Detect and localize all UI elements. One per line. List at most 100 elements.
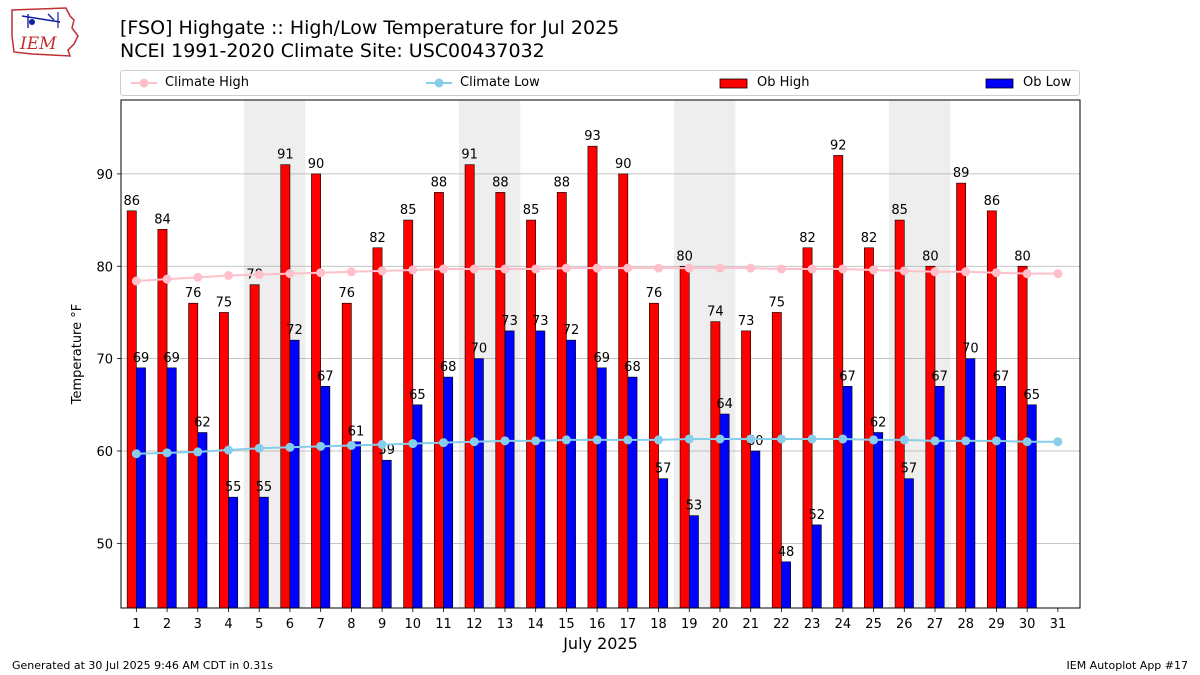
- ob-low-bar: [965, 358, 976, 609]
- ob-low-bar: [627, 376, 638, 609]
- ob-low-label: 69: [593, 351, 610, 366]
- ob-high-bar: [710, 321, 721, 609]
- climate-high-point: [162, 274, 172, 284]
- ob-low-label: 57: [655, 462, 672, 477]
- x-tick-label: 30: [1019, 617, 1036, 632]
- ob-low-bar: [903, 478, 914, 609]
- ob-high-bar: [464, 164, 475, 609]
- ob-high-bar: [679, 265, 690, 609]
- climate-low-point: [991, 436, 1001, 446]
- ob-low-bar: [719, 413, 730, 609]
- weekend-shade: [458, 100, 490, 608]
- climate-low-point: [623, 435, 633, 445]
- ob-high-label: 80: [1014, 249, 1031, 264]
- ob-high-bar: [833, 155, 844, 609]
- ob-high-bar: [311, 173, 321, 609]
- climate-high-point: [439, 264, 449, 274]
- x-tick-label: 24: [835, 617, 852, 632]
- climate-high-point: [623, 263, 633, 273]
- climate-high-point: [254, 270, 264, 280]
- ob-high-label: 85: [400, 203, 417, 218]
- climate-low-point: [162, 448, 172, 458]
- y-tick-label: 80: [96, 260, 113, 275]
- ob-high-bar: [495, 192, 506, 609]
- x-tick-label: 2: [163, 617, 171, 632]
- ob-low-bar: [504, 330, 515, 609]
- ob-low-bar: [289, 339, 300, 609]
- ob-high-label: 73: [738, 314, 755, 329]
- climate-low-point: [377, 440, 387, 450]
- ob-high-label: 74: [707, 305, 724, 320]
- climate-high-point: [899, 266, 909, 276]
- ob-low-swatch-icon: [985, 78, 1014, 89]
- climate-high-point: [316, 268, 326, 278]
- climate-low-point: [439, 438, 449, 448]
- x-tick-label: 18: [650, 617, 667, 632]
- climate-low-point: [285, 442, 295, 452]
- x-tick-label: 17: [620, 617, 637, 632]
- y-axis-label: Temperature °F: [70, 304, 85, 405]
- chart-title: [FSO] Highgate :: High/Low Temperature f…: [120, 17, 620, 39]
- ob-low-bar: [228, 496, 239, 609]
- x-tick-label: 20: [712, 617, 729, 632]
- chart-subtitle: NCEI 1991-2020 Climate Site: USC00437032: [120, 40, 545, 62]
- x-tick-label: 11: [435, 617, 452, 632]
- ob-low-label: 72: [563, 323, 580, 338]
- climate-high-point: [838, 264, 848, 274]
- ob-low-label: 72: [286, 323, 303, 338]
- climate-high-point: [930, 267, 940, 277]
- climate-high-point: [285, 269, 295, 279]
- ob-low-label: 69: [163, 351, 180, 366]
- ob-high-bar: [526, 219, 536, 609]
- ob-low-bar: [351, 441, 361, 609]
- x-tick-label: 7: [317, 617, 325, 632]
- climate-high-point: [776, 264, 786, 274]
- climate-high-point: [377, 266, 387, 276]
- x-tick-label: 5: [255, 617, 263, 632]
- climate-high-point: [131, 276, 141, 286]
- ob-low-label: 70: [962, 342, 979, 357]
- ob-low-label: 61: [348, 425, 365, 440]
- climate-low-point: [193, 447, 203, 457]
- climate-high-point: [346, 267, 356, 277]
- climate-high-point: [500, 264, 510, 274]
- climate-low-point: [408, 439, 418, 449]
- ob-low-label: 62: [194, 416, 211, 431]
- x-tick-label: 27: [927, 617, 944, 632]
- ob-low-bar: [566, 339, 576, 609]
- ob-high-bar: [649, 302, 659, 609]
- ob-low-label: 55: [256, 480, 273, 495]
- ob-low-bar: [136, 367, 146, 609]
- ob-low-bar: [688, 515, 699, 609]
- x-tick-label: 16: [589, 617, 606, 632]
- climate-low-swatch-icon: [426, 78, 452, 88]
- climate-high-point: [592, 263, 602, 273]
- ob-low-bar: [1026, 404, 1037, 609]
- climate-low-point: [746, 434, 756, 444]
- ob-high-label: 90: [615, 157, 632, 172]
- ob-high-label: 92: [830, 138, 847, 153]
- weekend-shade: [919, 100, 951, 608]
- x-tick-label: 19: [681, 617, 698, 632]
- ob-high-bar: [188, 302, 199, 609]
- x-tick-label: 9: [378, 617, 386, 632]
- ob-high-label: 84: [154, 212, 171, 227]
- climate-low-line: [136, 437, 1058, 455]
- y-tick-label: 50: [96, 537, 113, 552]
- climate-low-point: [316, 441, 326, 451]
- ob-low-label: 68: [440, 360, 457, 375]
- ob-low-label: 57: [901, 462, 918, 477]
- ob-low-label: 59: [378, 443, 395, 458]
- ob-low-label: 48: [778, 545, 795, 560]
- x-tick-label: 26: [896, 617, 913, 632]
- ob-high-label: 90: [308, 157, 325, 172]
- ob-high-bar: [403, 219, 414, 609]
- ob-low-label: 70: [471, 342, 488, 357]
- climate-high-line: [136, 267, 1058, 283]
- x-tick-label: 13: [497, 617, 514, 632]
- ob-high-bar: [434, 192, 444, 609]
- ob-low-label: 67: [317, 369, 334, 384]
- ob-high-bar: [556, 192, 567, 609]
- x-tick-label: 8: [347, 617, 355, 632]
- ob-high-label: 80: [676, 249, 693, 264]
